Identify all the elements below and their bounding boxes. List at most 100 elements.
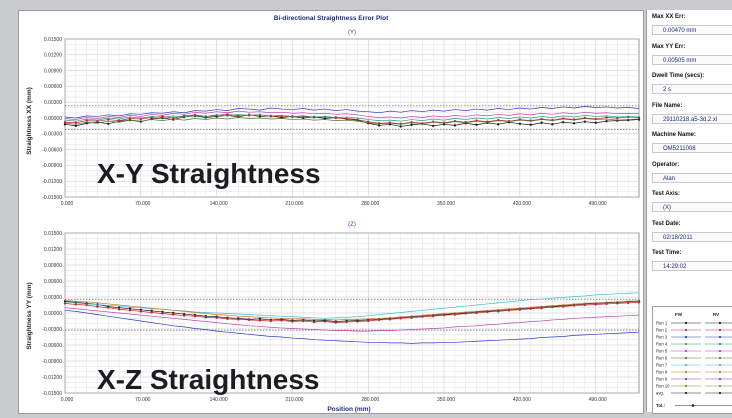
info-label: Test Time:	[652, 250, 682, 256]
series-point	[410, 316, 413, 319]
legend-run-label: Run 8	[656, 370, 668, 375]
legend-run-label: Run 4	[656, 342, 668, 347]
series-point	[356, 118, 359, 121]
chart-title: Bi-directional Straightness Error Plot	[274, 15, 389, 22]
series-point	[561, 121, 565, 124]
series-point	[247, 318, 251, 322]
series-point	[85, 119, 88, 122]
series-point	[377, 318, 381, 322]
series-bottom	[63, 292, 641, 344]
series-point	[518, 308, 522, 311]
legend-rv-marker	[718, 363, 722, 367]
series-point	[637, 118, 641, 121]
series-point	[540, 121, 543, 124]
series-line-2	[64, 113, 640, 125]
y-axis-label-top: Straightness XX (mm)	[26, 87, 33, 155]
series-point	[388, 318, 392, 321]
legend-run-label: Run 10	[656, 384, 670, 389]
legend-run-label: avg.	[656, 391, 664, 396]
series-point	[215, 316, 218, 319]
y-tick-label: -0.00300	[42, 327, 62, 333]
series-line-2	[64, 301, 640, 323]
series-point	[410, 123, 413, 127]
legend-tol-marker	[691, 404, 695, 407]
series-point	[605, 302, 608, 306]
series-point	[193, 315, 197, 318]
series-point	[96, 305, 99, 308]
series-point	[237, 114, 240, 118]
series-line-6	[64, 117, 640, 125]
y-tick-label: 0.00600	[44, 279, 62, 285]
series-point	[63, 300, 67, 303]
series-point	[139, 117, 143, 121]
y-tick-label: 0.00000	[44, 311, 62, 317]
series-point	[605, 116, 608, 119]
series-point	[583, 120, 587, 123]
x-tick-label: 210.000	[285, 201, 303, 207]
y-tick-label: 0.00900	[44, 68, 62, 74]
y-tick-label: 0.01500	[44, 37, 62, 43]
series-line-1	[64, 114, 640, 127]
x-tick-label: 70.000	[135, 201, 151, 207]
series-point	[172, 116, 175, 120]
series-point	[475, 123, 478, 127]
x-tick-label: 0.000	[61, 397, 74, 403]
series-point	[117, 308, 121, 311]
y-tick-label: -0.00900	[42, 163, 62, 169]
series-point	[139, 310, 143, 313]
series-point	[63, 123, 67, 126]
series-point	[529, 123, 532, 127]
info-value: 14:29:02	[652, 261, 732, 271]
y-tick-label: -0.00300	[42, 132, 62, 138]
info-value: 0.00470 mm	[652, 25, 732, 35]
x-tick-label: 490.000	[589, 201, 607, 207]
series-point	[63, 121, 67, 124]
series-point	[172, 313, 175, 316]
series-point	[464, 312, 467, 315]
legend-rv-marker	[718, 335, 722, 339]
series-line-4	[64, 113, 640, 122]
y-tick-label: 0.00000	[44, 116, 62, 122]
series-line-5	[64, 110, 640, 120]
series-point	[583, 303, 587, 307]
series-point	[74, 121, 78, 124]
series-point	[594, 121, 597, 124]
x-tick-label: 350.000	[437, 397, 455, 403]
info-value: OM5211008	[652, 143, 732, 153]
series-point	[302, 319, 305, 323]
series-point	[345, 320, 348, 324]
y-tick-label: 0.01200	[44, 53, 62, 59]
legend-run-label: Run 7	[656, 363, 668, 368]
y-tick-label: -0.01200	[42, 375, 62, 381]
series-point	[117, 119, 121, 122]
legend-run-label: Run 9	[656, 377, 668, 382]
series-point	[63, 302, 67, 305]
straightness-charts: Bi-directional Straightness Error Plot (…	[26, 15, 641, 413]
y-tick-label: 0.00900	[44, 263, 62, 269]
series-point	[258, 319, 262, 322]
chart-subtitle-z: (Z)	[348, 222, 356, 228]
series-line-3	[64, 106, 640, 119]
x-tick-label: 420.000	[513, 201, 531, 207]
y-tick-label: -0.01500	[42, 391, 62, 397]
legend-rv-marker	[718, 384, 722, 388]
legend-rv-marker	[718, 356, 722, 360]
series-point	[150, 116, 153, 119]
info-label: Test Axis:	[652, 191, 681, 197]
series-point	[399, 317, 402, 320]
legend-fw-marker	[684, 342, 688, 346]
series-point	[85, 303, 88, 307]
series-top	[63, 106, 641, 128]
legend-col-fw: FW	[675, 312, 683, 317]
series-point	[497, 310, 500, 313]
series-point	[561, 305, 565, 308]
info-label: Test Date:	[652, 220, 681, 227]
series-line-6	[64, 299, 640, 321]
x-tick-label: 140.000	[210, 397, 228, 403]
x-tick-label: 280.000	[361, 397, 379, 403]
series-point	[367, 319, 370, 323]
info-value: 29110218.a5-3d.2.xl	[652, 113, 732, 124]
x-tick-label: 490.000	[589, 397, 607, 403]
info-value: 2 s	[652, 84, 732, 94]
y-tick-label: -0.00600	[42, 147, 62, 153]
